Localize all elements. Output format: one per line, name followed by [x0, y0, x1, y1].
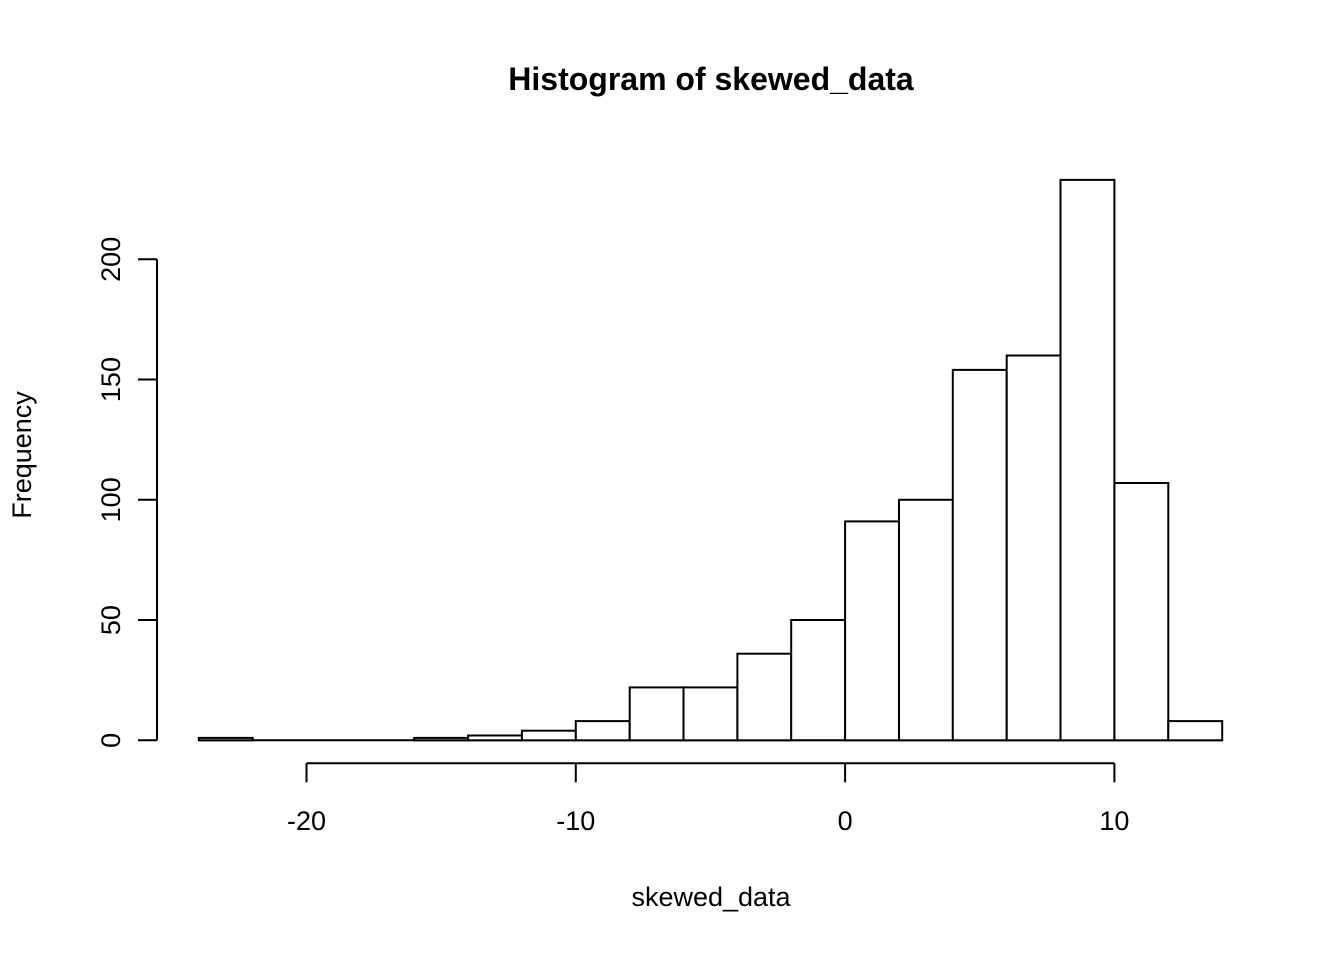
histogram-bar [1113, 482, 1170, 742]
histogram-bar [574, 720, 631, 742]
chart-title: Histogram of skewed_data [508, 61, 914, 97]
histogram-bars [197, 178, 1224, 742]
histogram-bar [898, 498, 954, 742]
histogram-bar [790, 619, 847, 742]
y-tick-label: 200 [96, 237, 126, 282]
histogram-bar [844, 520, 900, 742]
histogram-bar [520, 729, 577, 742]
y-tick-label: 100 [96, 477, 126, 522]
x-tick-label: 0 [838, 806, 853, 836]
histogram-bar [951, 368, 1008, 742]
x-tick-label: 10 [1099, 806, 1129, 836]
y-axis-label: Frequency [7, 391, 37, 519]
y-tick-label: 150 [96, 357, 126, 402]
histogram-bar [1005, 354, 1062, 742]
y-tick-label: 0 [96, 733, 126, 748]
y-tick-label: 50 [96, 605, 126, 635]
histogram-bar [628, 686, 685, 742]
histogram-bar [413, 736, 470, 742]
x-tick-label: -10 [556, 806, 595, 836]
histogram-bar [467, 734, 524, 742]
x-axis: -20 -10 0 10 [287, 762, 1129, 836]
histogram-bar [736, 652, 793, 742]
x-tick-label: -20 [287, 806, 326, 836]
x-axis-label: skewed_data [631, 882, 791, 912]
y-axis: 0 50 100 150 200 [96, 237, 158, 748]
histogram-bar [1167, 720, 1224, 742]
histogram-bar [682, 686, 739, 742]
histogram-bar [197, 736, 254, 742]
histogram-bar [1059, 178, 1116, 742]
